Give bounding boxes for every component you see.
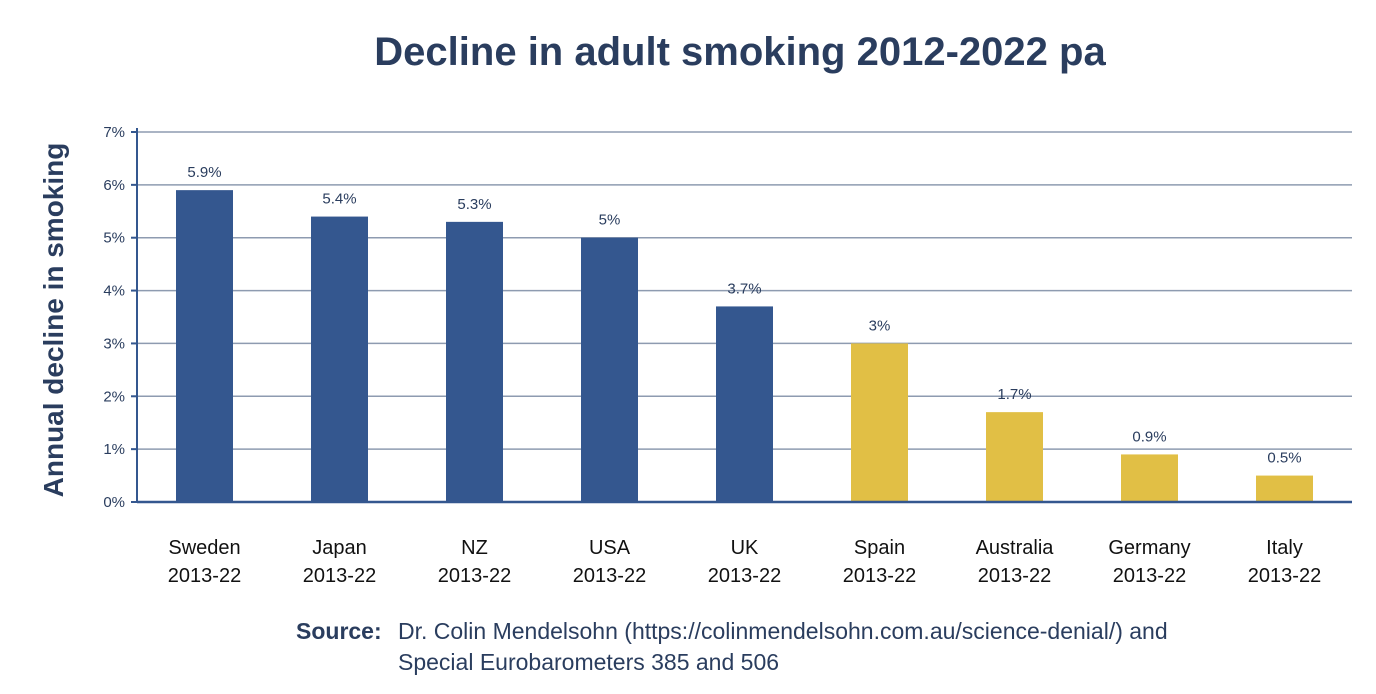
bars [176,190,1313,503]
x-tick-period: 2013-22 [573,565,646,587]
y-axis-ticks: 0% 1% 2% 3% 4% 5% 6% 7% [103,124,125,511]
bar-usa [581,237,638,502]
x-tick-period: 2013-22 [1248,565,1321,587]
x-tick-label: Japan [312,537,367,559]
data-label: 5.3% [457,196,491,213]
x-tick-label: Sweden [168,537,240,559]
bar-spain [851,343,908,502]
bar-italy [1256,475,1313,502]
x-tick-period: 2013-22 [708,565,781,587]
x-tick-period: 2013-22 [1113,565,1186,587]
bar-uk [716,306,773,502]
bar-australia [986,412,1043,502]
y-tick-label: 5% [103,230,125,247]
y-tick-label: 3% [103,335,125,352]
chart-title: Decline in adult smoking 2012-2022 pa [374,30,1106,74]
x-tick-label: NZ [461,537,488,559]
x-tick-period: 2013-22 [978,565,1051,587]
x-tick-label: Spain [854,537,905,559]
data-labels: 5.9% 5.4% 5.3% 5% 3.7% 3% 1.7% 0.9% 0.5% [187,164,1301,466]
x-tick-label: UK [731,537,759,559]
x-tick-period: 2013-22 [438,565,511,587]
x-tick-label: USA [589,537,631,559]
y-axis-label: Annual decline in smoking [38,143,69,498]
x-tick-label: Australia [976,537,1055,559]
x-tick-label: Germany [1108,537,1190,559]
bar-japan [311,216,368,503]
bar-sweden [176,190,233,502]
source-text: Dr. Colin Mendelsohn (https://colinmende… [398,618,1168,675]
data-label: 5% [599,212,621,229]
data-label: 1.7% [997,386,1031,403]
source-label: Source: [296,618,382,644]
data-label: 0.5% [1267,450,1301,467]
data-label: 3% [869,317,891,334]
y-tick-label: 7% [103,124,125,141]
y-tick-label: 0% [103,494,125,511]
x-tick-period: 2013-22 [168,565,241,587]
y-tick-label: 4% [103,283,125,300]
data-label: 5.4% [322,191,356,208]
x-tick-period: 2013-22 [303,565,376,587]
data-label: 5.9% [187,164,221,181]
x-axis-ticks: Sweden 2013-22 Japan 2013-22 NZ 2013-22 USA 201… [168,537,1321,587]
y-tick-label: 1% [103,441,125,458]
bar-germany [1121,454,1178,502]
bar-nz [446,221,503,502]
y-tick-label: 6% [103,177,125,194]
data-label: 3.7% [727,280,761,297]
x-tick-label: Italy [1266,537,1303,559]
y-tick-label: 2% [103,388,125,405]
source-note: Source: Dr. Colin Mendelsohn (https://co… [296,616,1236,675]
x-tick-period: 2013-22 [843,565,916,587]
data-label: 0.9% [1132,428,1166,445]
